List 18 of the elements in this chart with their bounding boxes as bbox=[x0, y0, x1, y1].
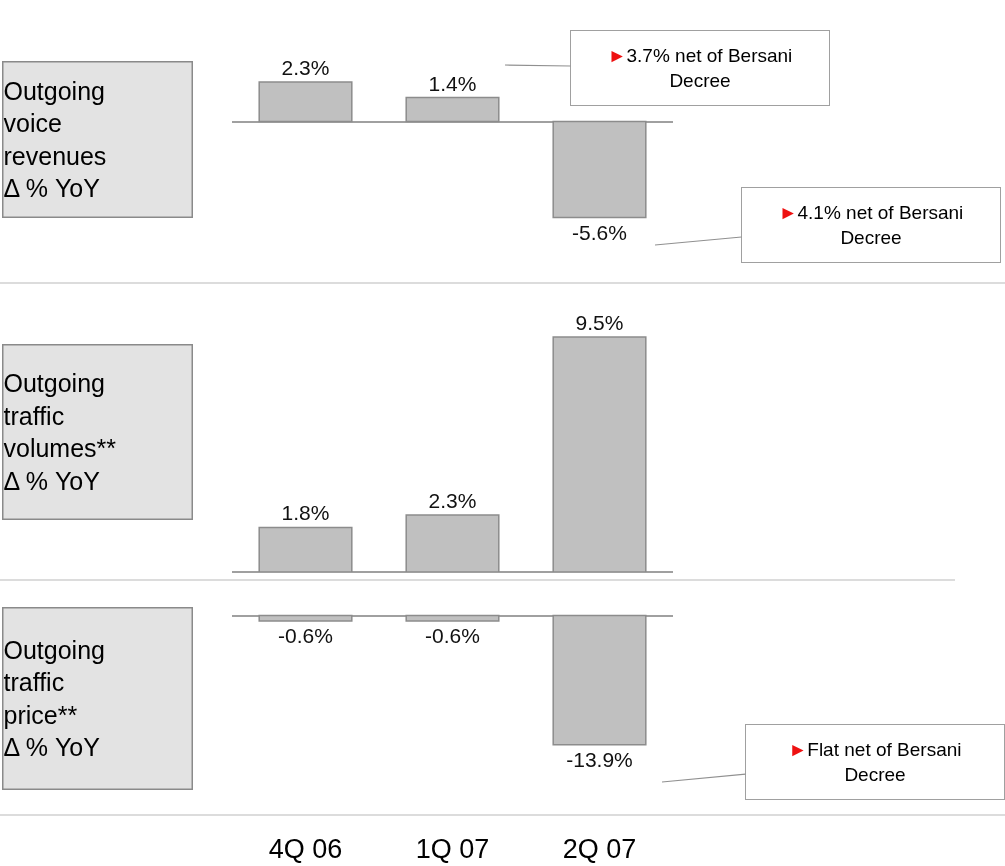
data-label: 2.3% bbox=[281, 56, 330, 80]
text: Outgoing traffic price** Δ % YoY bbox=[3, 635, 105, 762]
x-tick-label: 1Q 07 bbox=[415, 834, 490, 864]
data-label: -13.9% bbox=[566, 747, 633, 771]
data-label: -0.6% bbox=[278, 624, 333, 648]
x-tick-label: 2Q 07 bbox=[562, 834, 637, 864]
data-label: -0.6% bbox=[425, 624, 480, 648]
annotation: ►3.7% net of Bersani Decree bbox=[607, 45, 793, 91]
data-label: 9.5% bbox=[575, 311, 624, 334]
data-label: 1.4% bbox=[428, 71, 477, 95]
data-label: 1.8% bbox=[281, 501, 330, 525]
text: Outgoing voice revenues Δ % YoY bbox=[3, 76, 107, 203]
data-label: -5.6% bbox=[572, 220, 627, 244]
text: ►4.1% net of Bersani Decree bbox=[778, 202, 964, 248]
text: Outgoing traffic volumes** Δ % YoY bbox=[3, 369, 117, 495]
text: ►Flat net of Bersani Decree bbox=[788, 739, 962, 785]
data-label: 2.3% bbox=[428, 489, 477, 513]
x-tick-label: 4Q 06 bbox=[268, 834, 343, 864]
